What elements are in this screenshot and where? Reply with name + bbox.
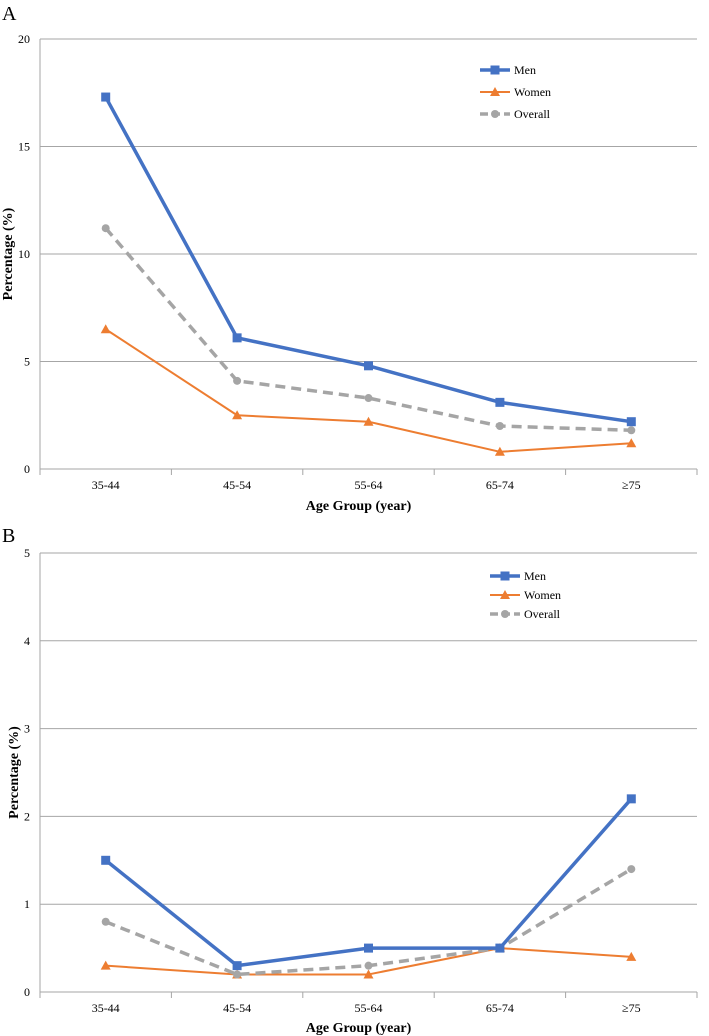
y-tick-label: 5 [24,546,30,560]
y-tick-label: 5 [24,355,30,369]
data-point-men [626,794,636,804]
legend-label-men: Men [524,569,546,583]
x-tick-label: ≥75 [622,1001,641,1015]
data-point-men [101,92,111,102]
y-tick-label: 0 [24,985,30,999]
y-tick-label: 2 [24,809,30,823]
data-point-women [100,324,111,334]
data-point-women [626,438,637,448]
legend-label-overall: Overall [524,607,561,621]
data-point-overall [364,394,373,403]
legend-marker-women [500,590,510,599]
series-men [101,92,636,427]
legend-marker-men [500,571,510,581]
x-tick-label: ≥75 [622,478,641,492]
x-tick-label: 35-44 [92,1001,120,1015]
data-point-men [495,943,505,953]
y-tick-label: 15 [18,140,30,154]
x-axis-title: Age Group (year) [306,1021,412,1036]
series-women [100,324,637,456]
series-overall [101,224,636,435]
panel-letter: B [2,525,15,547]
data-point-women [626,951,637,961]
legend-label-women: Women [514,85,551,99]
legend-label-overall: Overall [514,107,551,121]
x-tick-label: 45-54 [223,1001,251,1015]
legend-marker-overall [501,610,509,618]
data-point-men [626,417,636,427]
y-tick-label: 0 [24,462,30,476]
series-line-overall [104,227,632,433]
legend-marker-women [490,87,500,96]
legend-label-men: Men [514,63,536,77]
data-point-men [232,961,242,971]
data-point-overall [101,224,110,233]
y-tick-label: 4 [24,634,30,648]
data-point-women [100,960,111,970]
data-point-overall [627,426,636,435]
data-point-men [495,397,505,407]
data-point-women [363,969,374,979]
x-tick-label: 65-74 [486,478,514,492]
legend-marker-overall [491,110,499,118]
x-axis-title: Age Group (year) [306,499,412,514]
legend: Men Women Overall [480,63,551,121]
chart-panel-a: A 0 5 10 15 20 35-44 45-54 55-64 65-74 ≥75 Age Grou… [1,3,698,514]
y-tick-label: 10 [18,247,30,261]
x-tick-label: 45-54 [223,478,251,492]
data-point-women [363,416,374,426]
data-point-men [232,333,242,343]
data-point-overall [627,865,636,874]
y-axis-title: Percentage (%) [7,726,22,819]
legend-marker-men [490,65,500,75]
data-point-overall [101,917,110,926]
data-point-men [364,943,373,953]
y-tick-label: 20 [18,32,30,46]
x-tick-label: 65-74 [486,1001,514,1015]
data-point-women [494,446,505,456]
data-point-men [101,855,111,865]
data-point-overall [495,422,504,430]
data-point-overall [364,961,373,970]
series-line-men [104,96,632,424]
series-men [101,794,636,971]
series-line-women [105,328,632,453]
data-point-men [364,361,373,371]
series-line-men [104,797,633,968]
x-tick-label: 55-64 [355,1001,383,1015]
data-point-overall [233,376,242,385]
x-tick-label: 55-64 [355,478,383,492]
y-tick-label: 3 [24,722,30,736]
chart-panel-b: B 0 1 2 3 4 5 35-44 45-54 55-64 65-74 ≥75 Age Group … [2,525,698,1036]
data-point-overall [233,970,242,979]
legend: Men Women Overall [490,569,561,621]
y-tick-label: 1 [24,897,30,911]
x-tick-label: 35-44 [92,478,120,492]
data-point-women [232,410,243,420]
panel-letter: A [2,3,17,25]
legend-label-women: Women [524,588,561,602]
y-axis-title: Percentage (%) [1,207,16,300]
